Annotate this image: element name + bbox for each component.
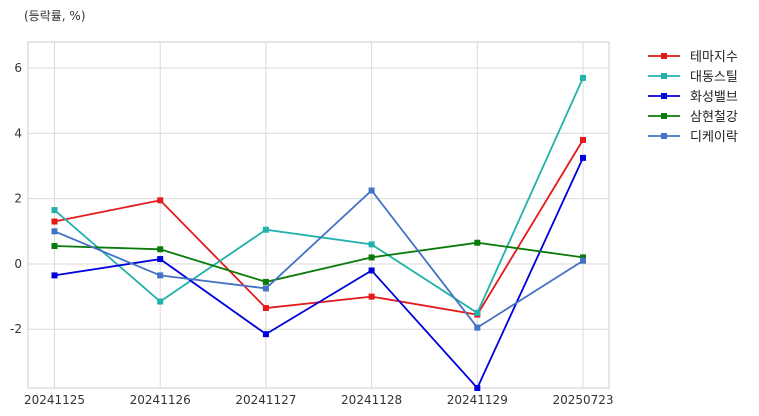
data-point — [474, 239, 481, 246]
y-axis-ticks: -2 0 2 4 6 — [10, 61, 22, 336]
data-point — [368, 267, 375, 274]
data-point — [580, 154, 586, 161]
y-tick-label: 4 — [14, 126, 22, 140]
legend-label: 디케이락 — [690, 130, 738, 145]
legend-item: 화성밸브 — [648, 90, 738, 105]
data-point — [262, 285, 269, 292]
legend-item: 테마지수 — [648, 50, 738, 65]
data-point — [157, 256, 164, 263]
x-axis-ticks: 20241125 20241126 20241127 20241128 20241129… — [24, 393, 614, 407]
legend-item: 삼현철강 — [648, 110, 738, 125]
y-tick-label: 0 — [14, 257, 22, 271]
series-4 — [51, 239, 586, 285]
data-point — [580, 136, 586, 143]
legend-marker — [661, 113, 667, 119]
unit-label: (등락률, %) — [24, 9, 86, 23]
series-line — [54, 189, 584, 329]
data-point — [474, 385, 481, 391]
data-point — [368, 254, 375, 261]
x-tick-label: 20250723 — [552, 393, 613, 407]
x-tick-label: 20241129 — [447, 393, 508, 407]
legend-marker — [661, 93, 667, 99]
legend-label: 대동스틸 — [690, 70, 738, 85]
series-lines — [51, 74, 586, 391]
data-point — [580, 257, 586, 264]
data-point — [262, 305, 269, 312]
data-point — [51, 218, 58, 225]
data-point — [368, 241, 375, 248]
series-line — [53, 77, 584, 315]
data-point — [368, 293, 375, 300]
data-point — [157, 272, 164, 279]
x-tick-label: 20241126 — [130, 393, 191, 407]
series-line — [54, 241, 584, 283]
data-point — [580, 74, 586, 81]
series-5 — [51, 187, 586, 331]
legend-item: 대동스틸 — [648, 70, 738, 85]
legend-marker — [661, 73, 667, 79]
legend-label: 테마지수 — [690, 50, 738, 65]
data-point — [474, 324, 481, 331]
legend-marker — [661, 53, 667, 59]
x-tick-label: 20241127 — [235, 393, 296, 407]
series-line — [54, 157, 584, 390]
legend-marker — [661, 133, 667, 139]
data-point — [474, 309, 481, 316]
data-point — [51, 207, 58, 214]
data-point — [157, 246, 164, 253]
y-tick-label: 2 — [14, 192, 22, 206]
x-tick-label: 20241125 — [24, 393, 85, 407]
data-point — [51, 272, 58, 279]
x-tick-label: 20241128 — [341, 393, 402, 407]
legend-label: 삼현철강 — [690, 110, 738, 125]
series-2 — [51, 74, 586, 316]
legend-label: 화성밸브 — [690, 90, 738, 105]
data-point — [157, 298, 164, 305]
data-point — [262, 278, 269, 285]
plot-area — [27, 41, 610, 389]
y-tick-label: -2 — [10, 322, 22, 336]
data-point — [51, 228, 58, 235]
legend-item: 디케이락 — [648, 130, 738, 145]
y-tick-label: 6 — [14, 61, 22, 75]
data-point — [368, 187, 375, 194]
data-point — [51, 243, 58, 250]
data-point — [262, 226, 269, 233]
data-point — [157, 197, 164, 204]
data-point — [580, 254, 586, 261]
data-point — [262, 331, 269, 338]
series-3 — [51, 154, 586, 391]
